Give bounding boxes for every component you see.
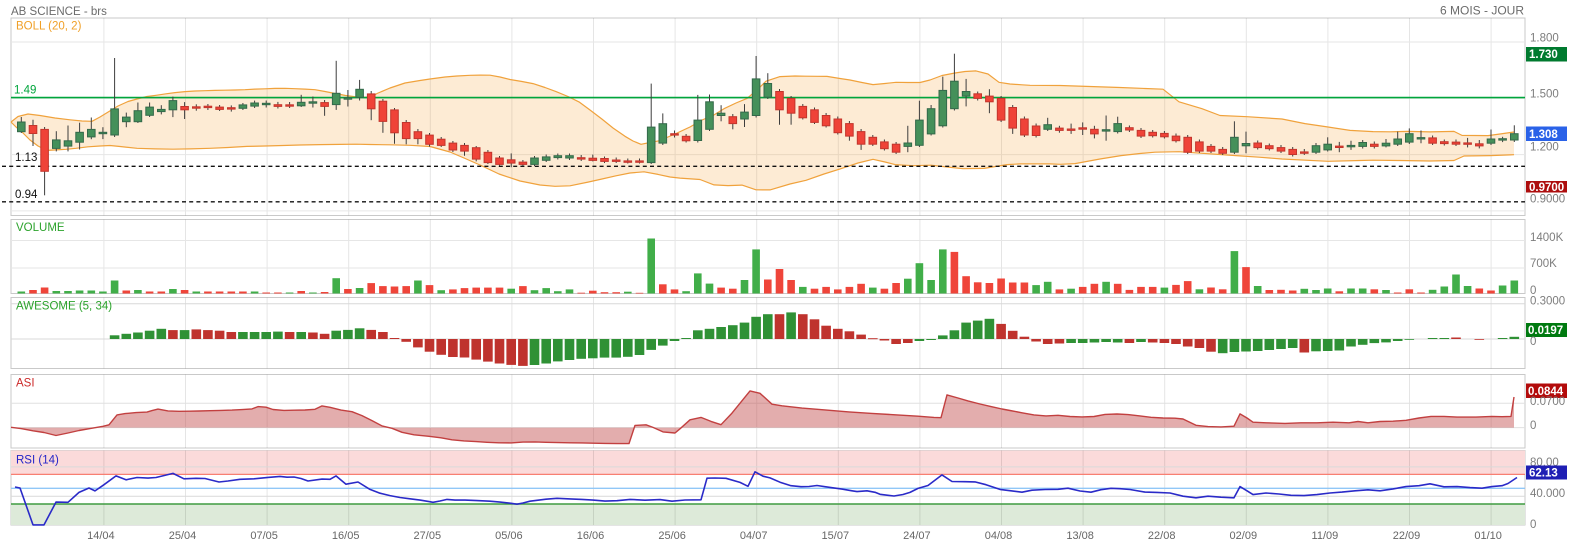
- svg-text:VOLUME: VOLUME: [16, 222, 65, 234]
- svg-text:05/06: 05/06: [495, 530, 523, 542]
- svg-text:25/04: 25/04: [169, 530, 197, 542]
- svg-text:1.200: 1.200: [1530, 142, 1559, 154]
- svg-text:15/07: 15/07: [822, 530, 850, 542]
- svg-text:01/10: 01/10: [1474, 530, 1502, 542]
- svg-text:13/08: 13/08: [1066, 530, 1094, 542]
- svg-text:0.0844: 0.0844: [1528, 386, 1564, 398]
- svg-text:1400K: 1400K: [1530, 232, 1564, 244]
- svg-text:04/08: 04/08: [985, 530, 1013, 542]
- svg-text:0.9700: 0.9700: [1529, 182, 1564, 194]
- svg-text:40.000: 40.000: [1530, 488, 1565, 500]
- svg-text:RSI (14): RSI (14): [16, 455, 59, 467]
- svg-text:AB SCIENCE - brs: AB SCIENCE - brs: [11, 6, 107, 18]
- svg-text:1.800: 1.800: [1530, 32, 1559, 44]
- svg-text:27/05: 27/05: [414, 530, 442, 542]
- svg-text:22/08: 22/08: [1148, 530, 1176, 542]
- svg-text:AWESOME (5, 34): AWESOME (5, 34): [16, 301, 112, 313]
- svg-text:16/05: 16/05: [332, 530, 360, 542]
- svg-text:0.94: 0.94: [15, 189, 38, 201]
- svg-text:62.13: 62.13: [1529, 468, 1558, 480]
- svg-text:07/05: 07/05: [250, 530, 278, 542]
- svg-text:14/04: 14/04: [87, 530, 115, 542]
- svg-text:11/09: 11/09: [1312, 530, 1339, 542]
- svg-text:BOLL (20, 2): BOLL (20, 2): [16, 21, 82, 33]
- svg-text:700K: 700K: [1530, 258, 1557, 270]
- svg-text:0: 0: [1530, 420, 1536, 432]
- svg-text:6 MOIS - JOUR: 6 MOIS - JOUR: [1440, 4, 1524, 18]
- svg-text:25/06: 25/06: [658, 530, 686, 542]
- svg-text:0.0197: 0.0197: [1528, 325, 1563, 337]
- svg-text:0.0700: 0.0700: [1530, 396, 1565, 408]
- svg-text:0.3000: 0.3000: [1530, 296, 1565, 308]
- svg-text:1.500: 1.500: [1530, 88, 1559, 100]
- svg-text:0: 0: [1530, 519, 1536, 531]
- svg-text:1.730: 1.730: [1529, 49, 1558, 61]
- svg-text:1.49: 1.49: [14, 84, 36, 96]
- svg-text:1.308: 1.308: [1529, 129, 1558, 141]
- svg-text:04/07: 04/07: [740, 530, 768, 542]
- svg-text:1.13: 1.13: [15, 152, 37, 164]
- svg-text:0.9000: 0.9000: [1530, 194, 1565, 206]
- svg-text:ASI: ASI: [16, 378, 35, 390]
- svg-text:16/06: 16/06: [577, 530, 605, 542]
- svg-text:02/09: 02/09: [1230, 530, 1258, 542]
- svg-text:24/07: 24/07: [903, 530, 931, 542]
- svg-text:22/09: 22/09: [1393, 530, 1421, 542]
- svg-text:0: 0: [1530, 285, 1536, 297]
- svg-text:0: 0: [1530, 336, 1536, 348]
